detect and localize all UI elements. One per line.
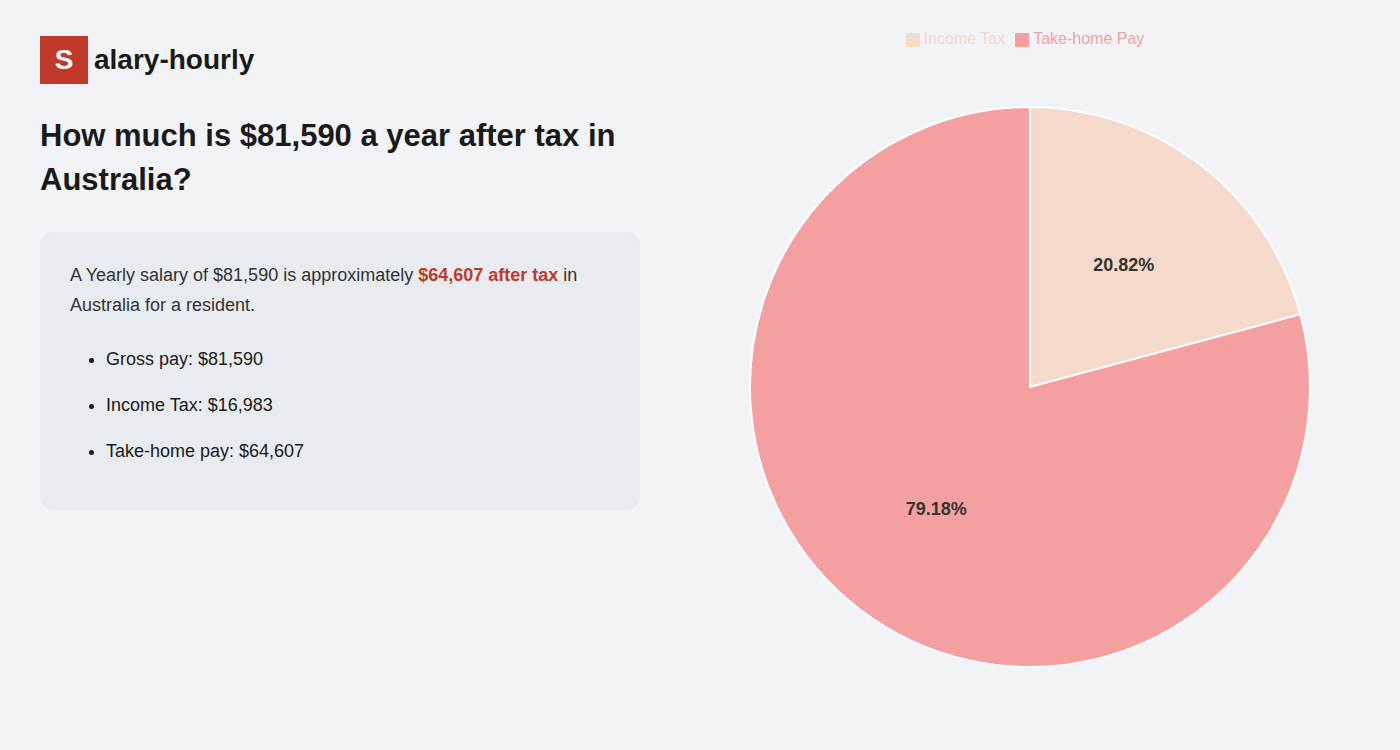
html-text:Gross pay: $81,590: Gross pay: $81,590 xyxy=(106,349,264,369)
html-text:Australia?: Australia? xyxy=(40,162,192,197)
html-text:How much is $81,590 a year aft: How much is $81,590 a year after tax in xyxy=(40,118,616,153)
html-text:Australia for a resident.: Australia for a resident. xyxy=(70,295,256,315)
html-text:Take-home pay: $64,607: Take-home pay: $64,607 xyxy=(106,441,305,461)
svg-text:20.82%: 20.82% xyxy=(1093,255,1154,275)
html-text:Income Tax: Income Tax xyxy=(923,30,1006,47)
html-text:Income Tax: $16,983: Income Tax: $16,983 xyxy=(106,395,273,415)
html-text:alary-hourly: alary-hourly xyxy=(94,44,255,75)
svg-text:79.18%: 79.18% xyxy=(906,499,967,519)
html-text:A Yearly salary of $81,590 is: A Yearly salary of $81,590 is approximat… xyxy=(70,265,578,285)
html-text:Take-home Pay: Take-home Pay xyxy=(1033,30,1145,47)
html-text:S: S xyxy=(54,44,74,75)
